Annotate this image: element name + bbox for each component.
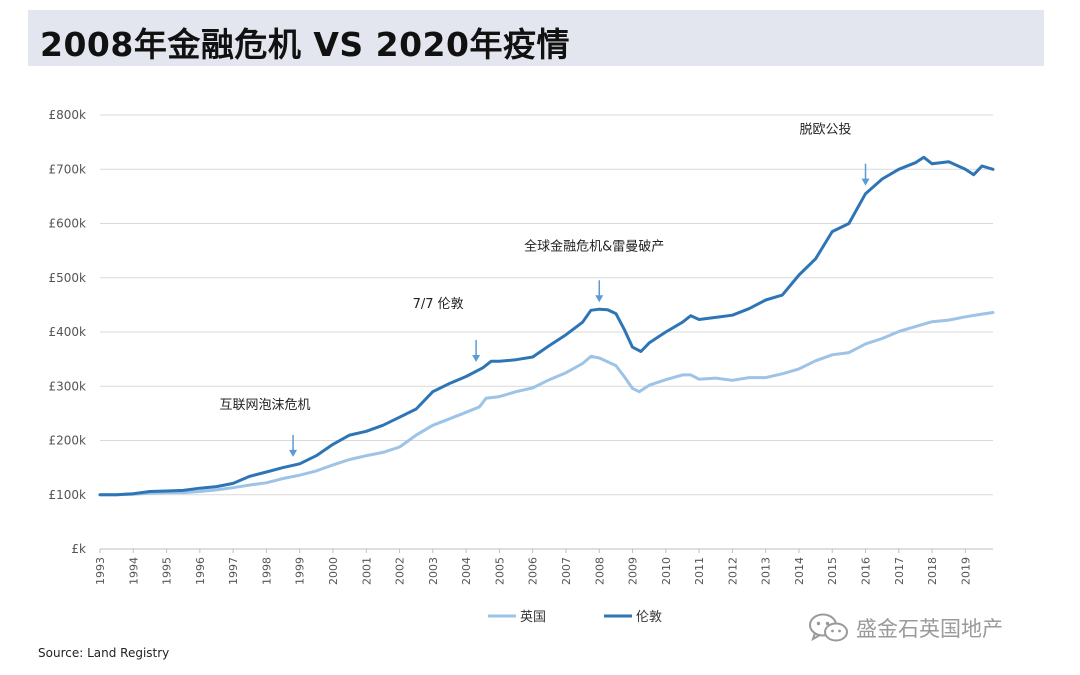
x-tick-label: 2001 (360, 557, 373, 585)
legend-label-uk: 英国 (520, 610, 546, 625)
x-tick-label: 2010 (660, 557, 673, 585)
x-tick-label: 2019 (959, 557, 972, 585)
x-tick-label: 2004 (460, 557, 473, 585)
x-tick-label: 2005 (493, 557, 506, 585)
x-tick-label: 2013 (760, 557, 773, 585)
series-line-uk (98, 311, 995, 497)
x-tick-label: 1993 (94, 557, 107, 585)
x-tick-label: 1996 (194, 557, 207, 585)
x-tick-label: 2018 (926, 557, 939, 585)
legend-label-london: 伦敦 (636, 609, 662, 625)
y-tick-label: £800k (49, 108, 87, 122)
x-tick-label: 2000 (327, 557, 340, 585)
annotations: 互联网泡沫危机 7/7 伦敦 全球金融危机&雷曼破产 脱欧公投 (220, 122, 870, 457)
x-tick-label: 1998 (260, 557, 273, 585)
x-tick-label: 2017 (893, 557, 906, 585)
source-note: Source: Land Registry (38, 646, 170, 660)
y-tick-label: £300k (49, 379, 87, 393)
line-chart: £k £100k £200k £300k £400k £500k £600k £700k £80… (49, 108, 995, 625)
y-tick-label: £100k (49, 488, 87, 502)
series-group (98, 155, 995, 497)
y-tick-label: £700k (49, 162, 87, 176)
x-tick-label: 2015 (826, 557, 839, 585)
series-line-london (98, 155, 995, 497)
x-tick-label: 2008 (593, 557, 606, 585)
y-tick-label: £k (71, 542, 86, 556)
y-tick-label: £200k (49, 434, 87, 448)
y-tick-label: £600k (49, 217, 87, 231)
x-tick-label: 2003 (427, 557, 440, 585)
x-tick-label: 2009 (627, 557, 640, 585)
x-tick-label: 1995 (161, 557, 174, 585)
annotation-arrowhead (861, 178, 870, 186)
x-tick-label: 2007 (560, 557, 573, 585)
annotation-arrowhead (289, 449, 298, 457)
y-tick-label: £500k (49, 271, 87, 285)
x-tick-label: 1994 (127, 557, 140, 585)
annotation-arrowhead (595, 295, 604, 303)
x-tick-label: 2002 (394, 557, 407, 585)
legend: 英国 伦敦 (488, 609, 662, 625)
x-tick-label: 2014 (793, 557, 806, 585)
x-tick-label: 2016 (860, 557, 873, 585)
page-title: 2008年金融危机 VS 2020年疫情 (40, 25, 570, 64)
gridlines (100, 114, 993, 550)
x-tick-label: 2006 (527, 557, 540, 585)
watermark-text: 盛金石英国地产 (856, 617, 1003, 641)
x-tick-label: 1999 (294, 557, 307, 585)
y-axis-ticks: £k £100k £200k £300k £400k £500k £600k £700k £80… (49, 108, 87, 556)
wechat-icon (809, 613, 848, 642)
annotation-label: 全球金融危机&雷曼破产 (524, 238, 664, 254)
annotation-label: 7/7 伦敦 (413, 296, 464, 312)
title-bar: 2008年金融危机 VS 2020年疫情 (28, 10, 1044, 66)
x-tick-label: 2012 (726, 557, 739, 585)
watermark: 盛金石英国地产 (808, 612, 1003, 644)
y-tick-label: £400k (49, 325, 87, 339)
annotation-label: 脱欧公投 (800, 122, 852, 138)
annotation-arrowhead (472, 354, 481, 362)
annotation-label: 互联网泡沫危机 (220, 398, 311, 413)
x-tick-label: 1997 (227, 557, 240, 585)
x-axis-ticks: 1993 1994 1995 1996 1997 1998 1999 2000 2001 2002… (94, 549, 972, 585)
x-tick-label: 2011 (693, 557, 706, 585)
